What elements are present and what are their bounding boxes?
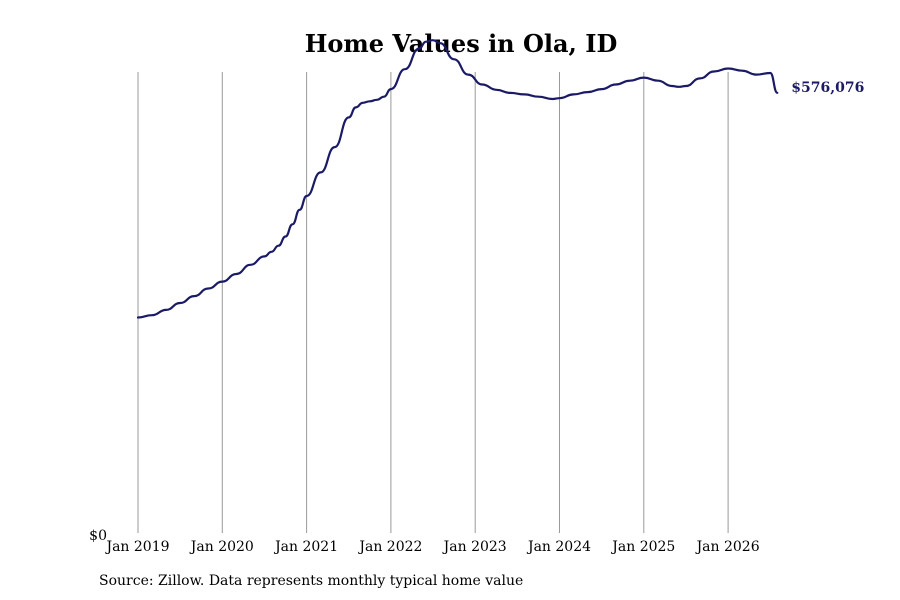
x-tick-label: Jan 2022 — [357, 539, 422, 555]
x-tick-label: Jan 2023 — [442, 539, 507, 555]
x-tick-label: Jan 2019 — [104, 539, 169, 555]
x-tick-label: Jan 2020 — [189, 539, 254, 555]
x-tick-label: Jan 2024 — [526, 539, 591, 555]
gridlines — [137, 72, 729, 533]
x-tick-label: Jan 2026 — [695, 539, 760, 555]
source-note: Source: Zillow. Data represents monthly … — [99, 573, 524, 589]
series-layer — [136, 39, 779, 319]
x-tick-label: Jan 2021 — [273, 539, 338, 555]
y-tick-label: $0 — [89, 528, 107, 544]
x-axis-ticks: Jan 2019 Jan 2020 Jan 2021 Jan 2022 Jan 2023… — [104, 539, 759, 555]
series-line-0 — [136, 39, 779, 319]
chart-title: Home Values in Ola, ID — [305, 29, 618, 58]
y-axis-ticks: $0 — [89, 528, 107, 544]
end-value-label: $576,076 — [791, 80, 864, 96]
x-tick-label: Jan 2025 — [610, 539, 675, 555]
